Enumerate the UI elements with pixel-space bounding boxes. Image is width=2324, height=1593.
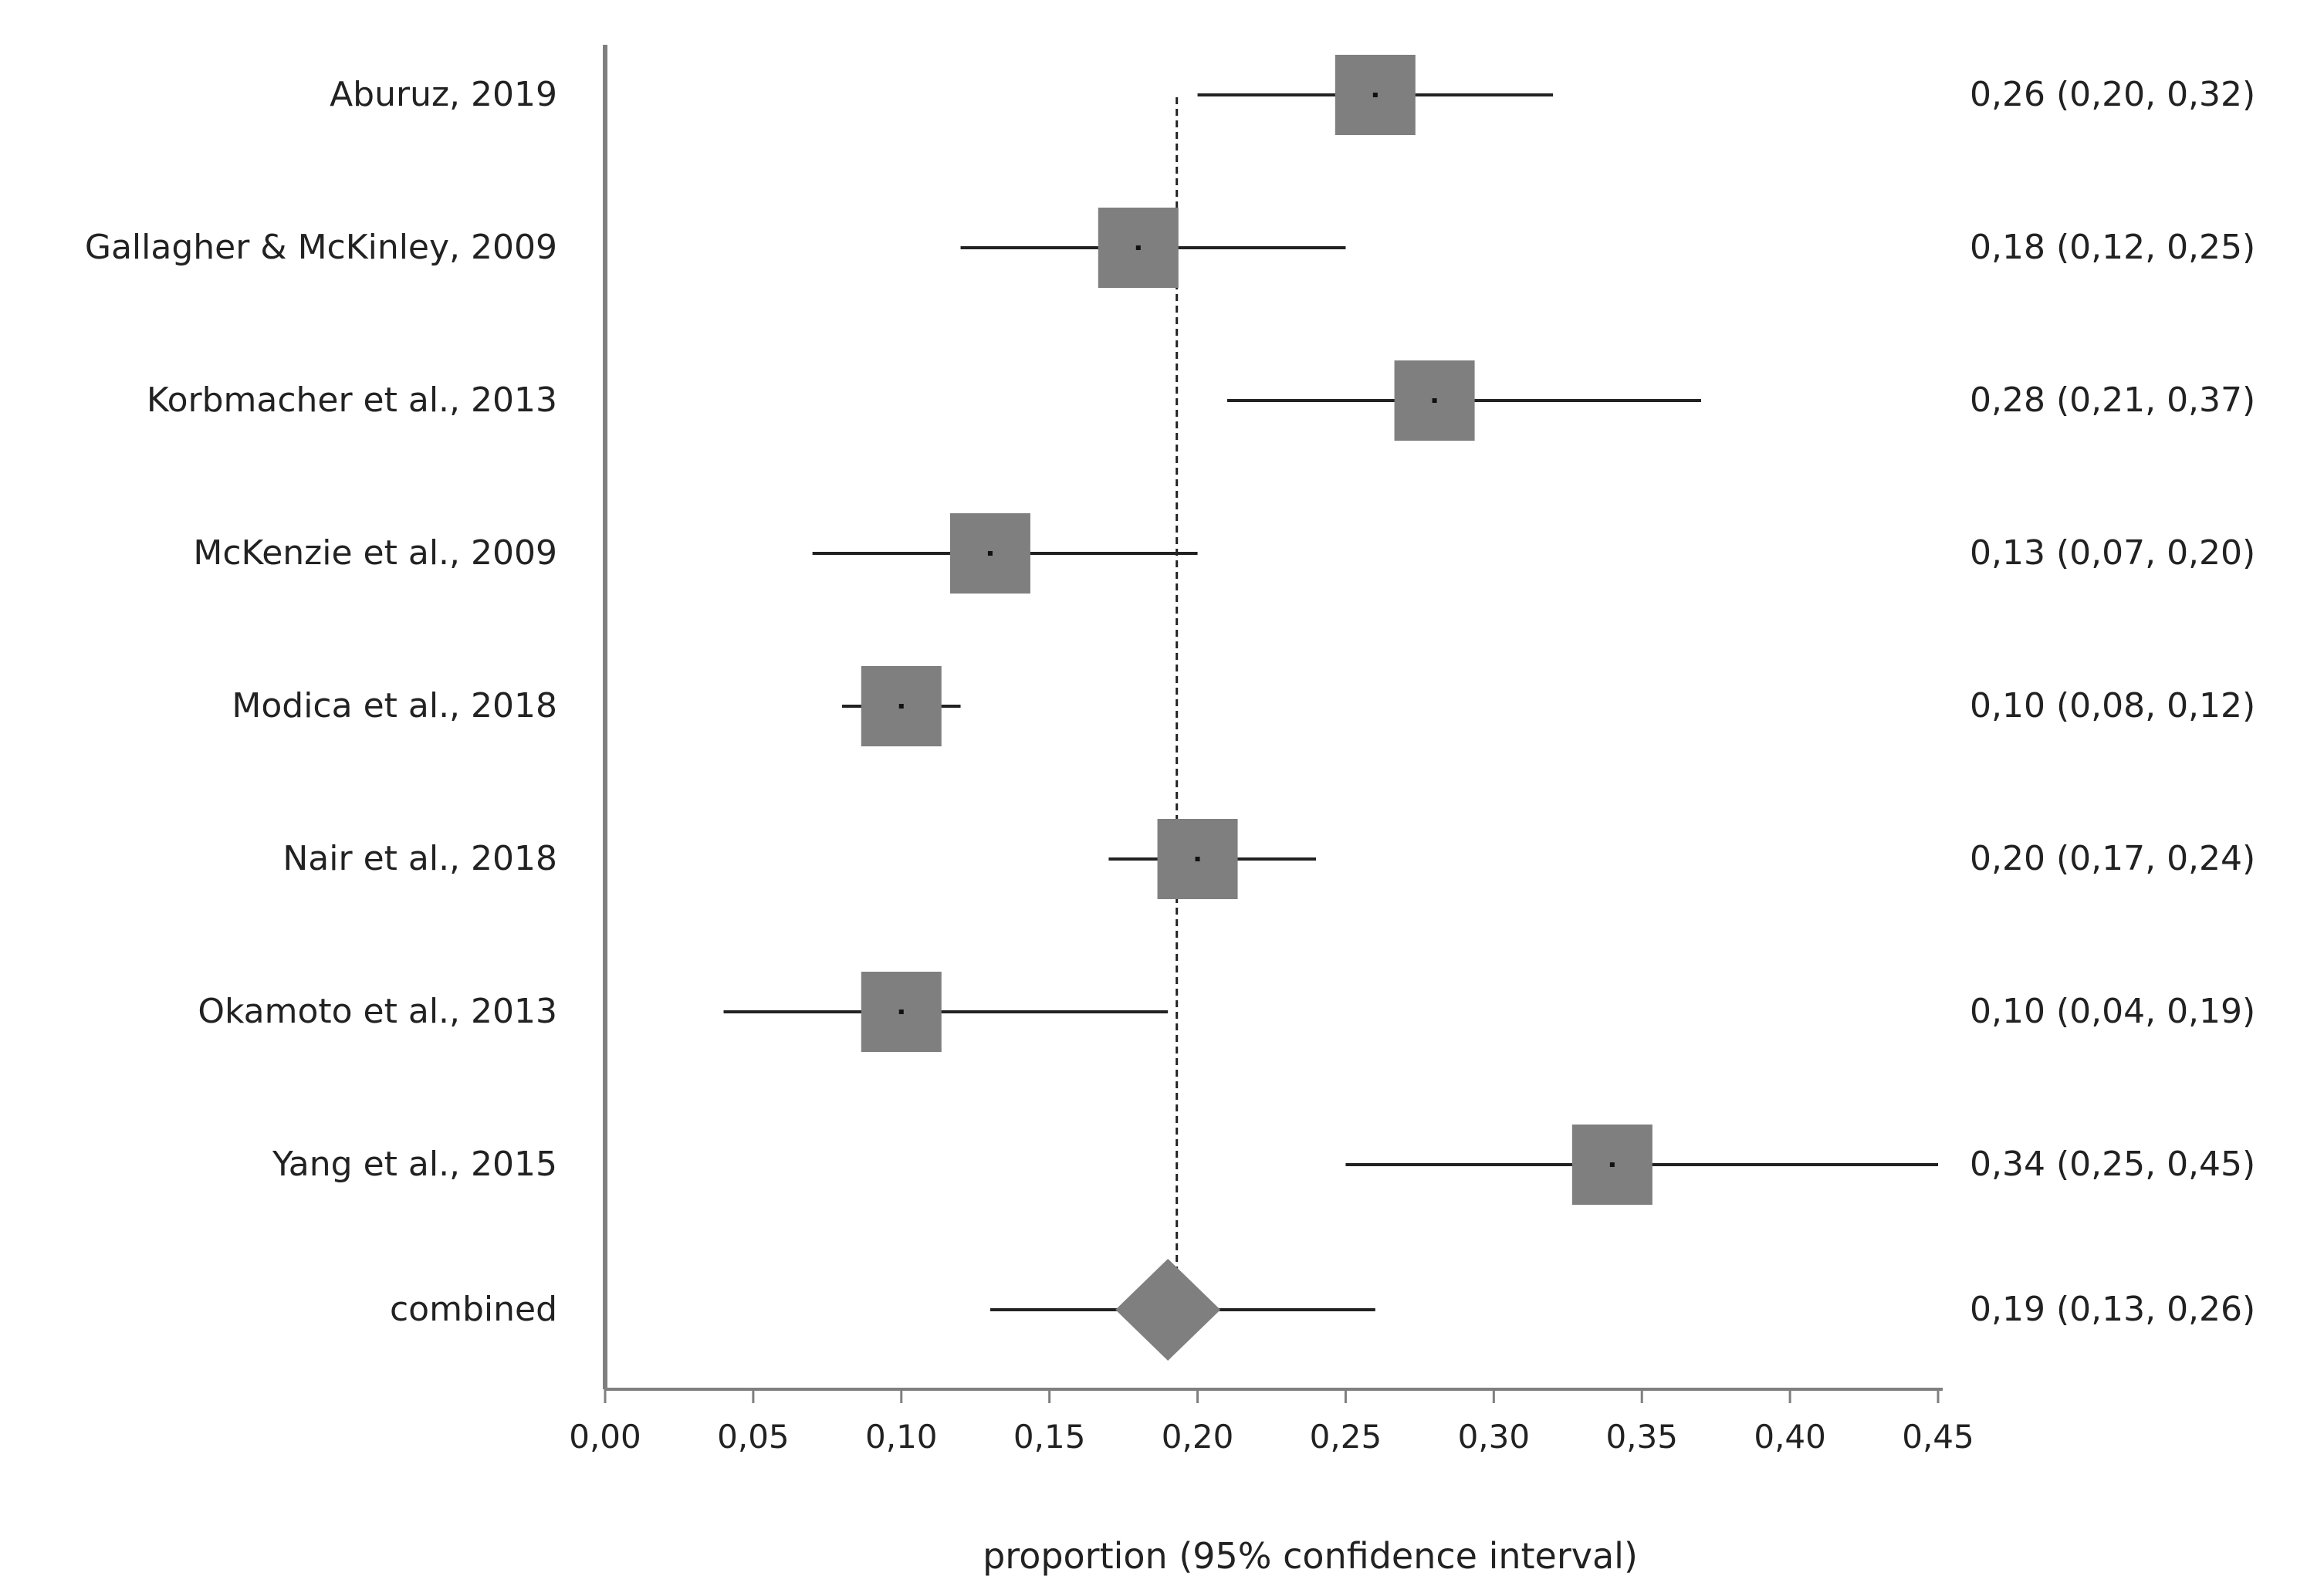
study-row: Korbmacher et al., 2013 0,28 (0,21, 0,37) <box>147 360 2255 441</box>
estimate-ci-text: 0,34 (0,25, 0,45) <box>1970 1145 2255 1184</box>
estimate-ci-text: 0,18 (0,12, 0,25) <box>1970 228 2255 267</box>
study-label: Korbmacher et al., 2013 <box>147 380 557 420</box>
estimate-ci-text: 0,28 (0,21, 0,37) <box>1970 380 2255 420</box>
estimate-ci-text: 0,13 (0,07, 0,20) <box>1970 533 2255 573</box>
point-estimate-dot <box>898 704 904 709</box>
combined-row: combined 0,19 (0,13, 0,26) <box>390 1259 2255 1361</box>
x-tick-label: 0,45 <box>1902 1418 1974 1456</box>
x-tick-label: 0,10 <box>865 1418 938 1456</box>
point-estimate-dot <box>1372 93 1378 97</box>
study-row: McKenzie et al., 2009 0,13 (0,07, 0,20) <box>193 513 2255 594</box>
combined-ci-text: 0,19 (0,13, 0,26) <box>1970 1290 2255 1329</box>
combined-estimate-diamond <box>1115 1259 1221 1361</box>
study-label: Gallagher & McKinley, 2009 <box>85 228 557 267</box>
study-label: McKenzie et al., 2009 <box>193 533 557 573</box>
study-label: Aburuz, 2019 <box>330 75 557 114</box>
x-axis-title: proportion (95% confidence interval) <box>983 1535 1638 1577</box>
point-estimate-dot <box>987 551 993 556</box>
study-label: Okamoto et al., 2013 <box>198 992 557 1031</box>
combined-label: combined <box>390 1290 557 1329</box>
study-label: Modica et al., 2018 <box>232 686 557 725</box>
estimate-ci-text: 0,10 (0,08, 0,12) <box>1970 686 2255 725</box>
study-row: Modica et al., 2018 0,10 (0,08, 0,12) <box>232 666 2255 746</box>
point-estimate-dot <box>1432 398 1437 403</box>
x-tick-label: 0,00 <box>569 1418 641 1456</box>
x-tick-label: 0,20 <box>1162 1418 1234 1456</box>
point-estimate-dot <box>1135 245 1141 250</box>
x-tick-label: 0,30 <box>1458 1418 1531 1456</box>
x-tick-label: 0,05 <box>717 1418 790 1456</box>
study-row: Okamoto et al., 2013 0,10 (0,04, 0,19) <box>198 972 2255 1052</box>
study-label: Yang et al., 2015 <box>272 1145 557 1184</box>
x-tick-label: 0,40 <box>1754 1418 1826 1456</box>
estimate-ci-text: 0,10 (0,04, 0,19) <box>1970 992 2255 1031</box>
estimate-ci-text: 0,20 (0,17, 0,24) <box>1970 839 2255 878</box>
point-estimate-dot <box>1609 1162 1615 1167</box>
study-rows: Aburuz, 2019 0,26 (0,20, 0,32) Gallagher &… <box>85 55 2255 1361</box>
point-estimate-dot <box>1195 857 1200 861</box>
study-row: Nair et al., 2018 0,20 (0,17, 0,24) <box>282 819 2255 899</box>
study-row: Gallagher & McKinley, 2009 0,18 (0,12, 0,… <box>85 208 2255 288</box>
study-row: Yang et al., 2015 0,34 (0,25, 0,45) <box>272 1125 2255 1205</box>
x-tick-label: 0,25 <box>1310 1418 1382 1456</box>
point-estimate-dot <box>898 1010 904 1014</box>
x-tick-label: 0,15 <box>1013 1418 1086 1456</box>
tick-labels: 0,00 0,05 0,10 0,15 0,20 0,25 0,30 0,35 0,40 0,45 <box>569 1418 1974 1456</box>
axis-group <box>603 45 1943 1403</box>
study-label: Nair et al., 2018 <box>282 839 557 878</box>
study-row: Aburuz, 2019 0,26 (0,20, 0,32) <box>330 55 2255 135</box>
estimate-ci-text: 0,26 (0,20, 0,32) <box>1970 75 2255 114</box>
x-tick-label: 0,35 <box>1605 1418 1678 1456</box>
